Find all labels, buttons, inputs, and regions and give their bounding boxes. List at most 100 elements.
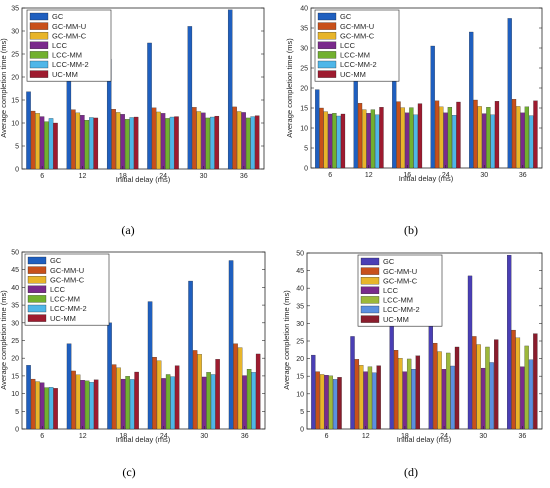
x-axis-label: Initial delay (ms): [116, 175, 171, 184]
bar-lcc-mm-2: [48, 118, 54, 170]
bar-gc: [147, 301, 153, 430]
bar-gc-mm-c: [196, 111, 202, 170]
x-tick-label: 30: [479, 433, 487, 440]
bar-lcc-mm: [406, 358, 412, 430]
x-tick-label: 30: [200, 433, 208, 440]
bar-gc: [228, 260, 234, 430]
y-tick-label: 25: [11, 338, 19, 345]
bar-lcc: [404, 112, 410, 169]
x-tick-label: 6: [325, 433, 329, 440]
bar-gc: [430, 45, 435, 169]
bar-gc: [66, 343, 72, 430]
bar-uc-mm: [174, 365, 180, 430]
legend-swatch: [29, 60, 49, 69]
bar-uc-mm: [255, 353, 261, 430]
y-tick-label: 20: [300, 86, 308, 93]
legend-swatch: [29, 12, 49, 21]
y-tick-label: 20: [11, 75, 19, 82]
y-tick-label: 35: [11, 6, 19, 13]
legend-label: GC-MM-U: [52, 22, 86, 31]
x-tick-label: 36: [519, 172, 527, 179]
y-axis-label: Average completion time (ms): [282, 290, 291, 390]
bar-gc-mm-u: [152, 357, 157, 430]
bar-lcc: [441, 369, 447, 430]
bar-uc-mm: [133, 116, 139, 170]
bar-uc-mm: [494, 101, 500, 169]
x-tick-label: 6: [40, 433, 44, 440]
bar-gc-mm-c: [437, 351, 442, 430]
y-tick-label: 5: [300, 409, 304, 416]
legend-label: LCC-MM-2: [50, 304, 87, 313]
bar-lcc-mm-2: [450, 365, 455, 430]
legend-label: UC-MM: [50, 314, 76, 323]
legend-label: LCC: [383, 286, 399, 295]
bar-lcc-mm: [485, 346, 490, 430]
legend-label: GC: [52, 12, 64, 21]
legend-swatch: [29, 22, 49, 30]
bar-lcc-mm-2: [210, 374, 216, 430]
bar-gc: [187, 26, 193, 170]
bar-lcc-mm: [409, 107, 414, 169]
bar-lcc: [242, 375, 247, 430]
legend-label: GC: [50, 256, 62, 265]
bar-lcc-mm: [328, 375, 333, 430]
bar-gc-mm-c: [156, 111, 161, 170]
bar-gc-mm-u: [511, 329, 516, 430]
bar-lcc-mm-2: [48, 387, 54, 430]
y-tick-label: 20: [11, 356, 19, 363]
y-tick-label: 25: [296, 339, 304, 346]
bar-uc-mm: [93, 117, 99, 170]
bar-lcc: [39, 116, 45, 170]
bar-lcc-mm-2: [452, 115, 457, 169]
bar-gc-mm-u: [319, 107, 324, 169]
bar-lcc: [80, 380, 85, 430]
bar-lcc-mm: [84, 120, 90, 170]
legend-label: GC-MM-C: [50, 275, 85, 284]
x-tick-label: 16: [403, 172, 411, 179]
bar-uc-mm: [376, 365, 381, 430]
x-axis-label: Initial delay (ms): [399, 174, 454, 183]
bar-lcc-mm: [125, 376, 130, 430]
panel-label: (a): [121, 223, 134, 237]
bar-lcc-mm-2: [89, 117, 94, 170]
y-tick-label: 10: [296, 391, 304, 398]
bar-uc-mm: [337, 377, 342, 430]
bar-lcc-mm: [367, 366, 373, 430]
y-tick-label: 35: [300, 26, 308, 33]
bar-uc-mm: [494, 339, 499, 430]
bar-gc-mm-u: [511, 99, 517, 169]
y-tick-label: 40: [300, 6, 308, 13]
x-tick-label: 30: [200, 173, 208, 180]
y-tick-label: 35: [11, 303, 19, 310]
bar-lcc-mm: [370, 109, 376, 169]
x-tick-label: 24: [440, 433, 448, 440]
x-tick-label: 36: [241, 433, 249, 440]
y-tick-label: 30: [11, 320, 19, 327]
y-tick-label: 30: [11, 29, 19, 36]
bar-gc-mm-c: [116, 367, 121, 430]
bar-lcc-mm-2: [413, 114, 418, 169]
bar-lcc-mm-2: [210, 116, 215, 170]
y-tick-label: 45: [11, 267, 19, 274]
x-tick-label: 6: [40, 173, 44, 180]
x-tick-label: 18: [401, 433, 409, 440]
y-tick-label: 15: [296, 374, 304, 381]
legend-label: LCC-MM-2: [383, 305, 420, 314]
bar-uc-mm: [417, 103, 423, 169]
legend-label: LCC: [50, 285, 66, 294]
bar-gc-mm-c: [398, 358, 403, 430]
bar-gc: [311, 354, 316, 430]
bar-lcc-mm: [446, 352, 451, 430]
bar-gc: [467, 275, 473, 430]
x-tick-label: 36: [519, 433, 527, 440]
y-tick-label: 0: [15, 167, 19, 174]
chart-panel-3: 0 5 10 15 20 25 30 35 40 45 50 6 12 18 24 30 36 Initial d…: [0, 250, 266, 479]
bar-lcc-mm: [447, 107, 453, 169]
y-tick-label: 25: [11, 52, 19, 59]
bar-gc-mm-u: [232, 106, 237, 170]
chart-panel-1: 0 5 10 15 20 25 30 35 6 12 18 24 30 36 Initial delay (…: [0, 6, 265, 237]
y-tick-label: 15: [11, 98, 19, 105]
bar-uc-mm: [215, 359, 220, 430]
